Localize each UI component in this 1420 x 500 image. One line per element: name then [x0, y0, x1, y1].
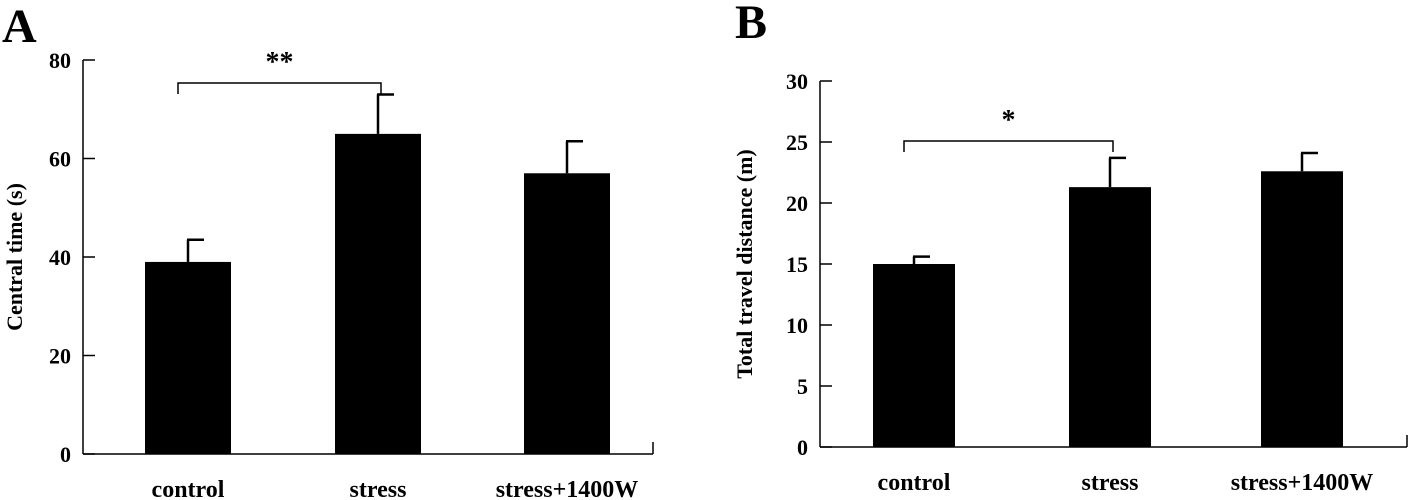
panel-b-bar: [873, 264, 955, 447]
panel-b-y-tick-label: 20: [786, 191, 808, 216]
panel-a-chart: A 0 20 40 60 80 Central time (s) control stress s…: [2, 0, 654, 500]
panel-b-category-label: control: [878, 470, 951, 496]
panel-a-bar: [145, 261, 231, 454]
panel-a-y-axis-label: Central time (s): [2, 183, 27, 331]
panel-a-category-label: stress+1400W: [496, 477, 639, 500]
panel-b-category-label: stress: [1082, 470, 1139, 496]
panel-a-significance-bracket: [177, 82, 382, 94]
panel-a-category-label: control: [152, 477, 225, 500]
panel-b-y-tick-label: 30: [786, 69, 808, 94]
panel-b-y-axis-label: Total travel distance (m): [732, 149, 757, 379]
panel-a-letter: A: [2, 0, 37, 53]
panel-a-bar: [335, 133, 421, 454]
panel-a-y-tick-label: 60: [49, 147, 71, 172]
panel-a-y-tick-label: 80: [49, 48, 71, 73]
panel-a-y-tick-label: 20: [49, 344, 71, 369]
panel-a-bar: [524, 173, 610, 454]
panel-b-category-label: stress+1400W: [1231, 470, 1374, 496]
panel-b-y-tick-label: 15: [786, 252, 808, 277]
panel-b-y-tick-label: 10: [786, 313, 808, 338]
panel-b-significance-label: *: [1002, 105, 1016, 136]
panel-b-chart: B 0 5 10 15 20 25 30 Total travel distance (m) co…: [732, 0, 1408, 496]
panel-b-y-tick-label: 5: [797, 374, 808, 399]
panel-b-y-tick-label: 25: [786, 130, 808, 155]
panel-b-bar: [1069, 187, 1151, 447]
panel-b-letter: B: [735, 0, 767, 49]
panel-a-category-label: stress: [350, 477, 407, 500]
panel-b-significance-bracket: [903, 140, 1114, 152]
panel-a-significance-label: **: [266, 47, 294, 78]
panel-a-y-tick-label: 0: [60, 442, 71, 467]
panel-b-y-tick-label: 0: [797, 435, 808, 460]
panel-b-bar: [1261, 171, 1343, 447]
panel-a-y-tick-label: 40: [49, 245, 71, 270]
